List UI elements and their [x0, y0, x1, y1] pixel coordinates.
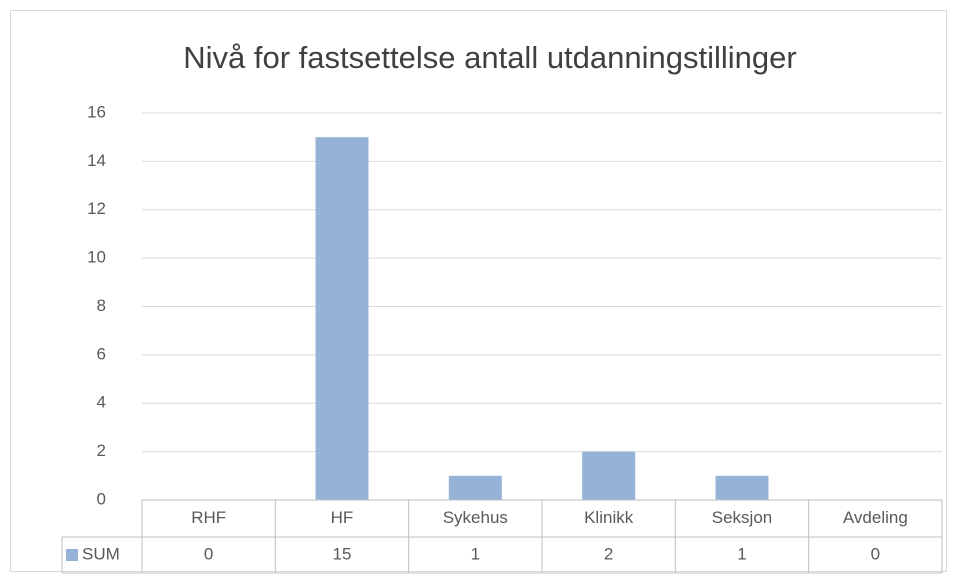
bar: [315, 137, 369, 500]
chart-title: Nivå for fastsettelse antall utdanningst…: [183, 40, 796, 75]
y-tick-label: 2: [97, 441, 106, 460]
y-tick-label: 12: [87, 199, 106, 218]
y-tick-label: 16: [87, 102, 106, 121]
data-table-value: 15: [333, 544, 352, 563]
x-tick-label: Avdeling: [843, 508, 908, 527]
y-tick-label: 0: [97, 489, 106, 508]
data-table-value: 2: [604, 544, 613, 563]
y-tick-label: 6: [97, 344, 106, 363]
bar: [715, 475, 769, 500]
y-tick-label: 14: [87, 151, 106, 170]
legend-key: [66, 549, 78, 561]
bar: [582, 451, 636, 500]
x-tick-label: Klinikk: [584, 508, 634, 527]
data-table-value: 0: [204, 544, 213, 563]
data-table-value: 1: [737, 544, 746, 563]
x-tick-label: RHF: [191, 508, 226, 527]
x-tick-label: Seksjon: [712, 508, 772, 527]
y-tick-label: 10: [87, 248, 106, 267]
data-table-value: 1: [471, 544, 480, 563]
data-table-value: 0: [871, 544, 880, 563]
y-tick-label: 8: [97, 296, 106, 315]
y-tick-label: 4: [97, 393, 106, 412]
bar: [448, 475, 502, 500]
legend-label: SUM: [82, 544, 120, 563]
x-tick-label: Sykehus: [443, 508, 508, 527]
x-tick-label: HF: [331, 508, 354, 527]
